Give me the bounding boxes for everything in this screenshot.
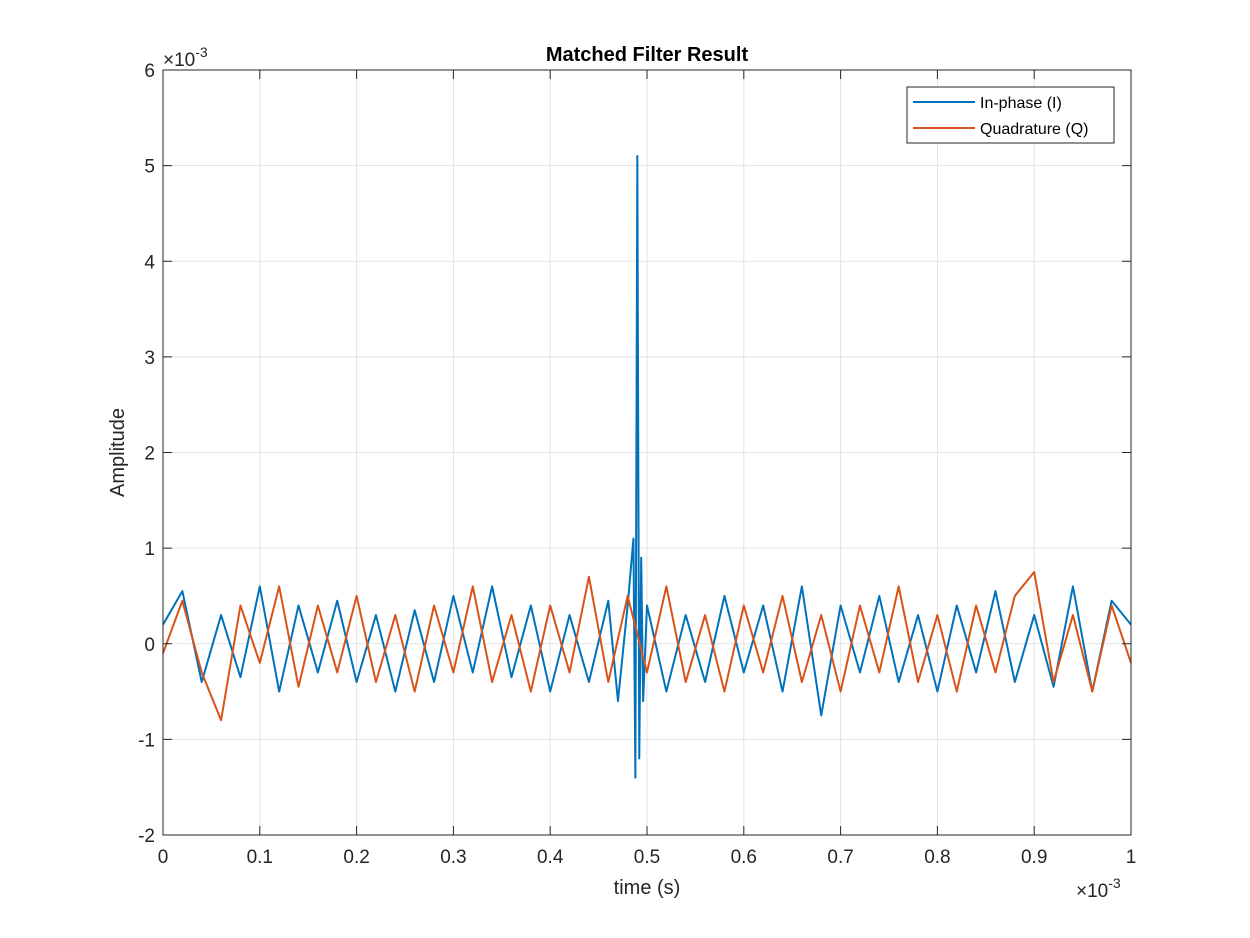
chart-title: Matched Filter Result <box>546 44 749 66</box>
y-tick-label: 0 <box>144 635 155 656</box>
x-tick-label: 0.3 <box>440 847 466 868</box>
legend-box <box>906 86 1115 144</box>
x-tick-label: 0.4 <box>537 847 564 868</box>
y-exponent-base: ×10 <box>163 50 195 71</box>
y-tick-label: -2 <box>138 826 155 847</box>
y-tick-label: 3 <box>144 348 155 369</box>
y-tick-label: 4 <box>144 252 155 273</box>
legend-label: In-phase (I) <box>980 95 1062 112</box>
ticks <box>162 69 1132 836</box>
series-line-quadrature <box>162 571 1132 722</box>
y-tick-label: 6 <box>144 61 155 82</box>
x-axis-label: time (s) <box>614 877 681 899</box>
x-tick-label: 0.7 <box>827 847 853 868</box>
y-exponent-label: ×10-3 <box>163 44 208 71</box>
y-tick-label: 1 <box>144 539 155 560</box>
series-line-in-phase <box>162 155 1132 779</box>
x-exponent-base: ×10 <box>1076 881 1108 902</box>
x-tick-label: 0.2 <box>343 847 369 868</box>
x-tick-label: 0 <box>158 847 169 868</box>
y-axis-label: Amplitude <box>107 408 129 497</box>
x-exponent-label: ×10-3 <box>1076 875 1121 902</box>
tick-labels: 0 0.1 0.2 0.3 0.4 0.5 0.6 0.7 0.8 0.9 1 -2 -1 0 1 2 3 4 5 6 <box>138 61 1136 868</box>
x-tick-label: 0.8 <box>924 847 950 868</box>
y-exponent-power: -3 <box>195 44 208 60</box>
x-tick-label: 0.1 <box>247 847 273 868</box>
legend-label: Quadrature (Q) <box>980 121 1088 138</box>
x-tick-label: 0.5 <box>634 847 660 868</box>
x-tick-label: 1 <box>1126 847 1137 868</box>
y-tick-label: 2 <box>144 444 155 465</box>
y-tick-label: 5 <box>144 157 155 178</box>
x-tick-label: 0.6 <box>731 847 757 868</box>
y-tick-label: -1 <box>138 730 155 751</box>
x-tick-label: 0.9 <box>1021 847 1047 868</box>
legend: In-phase (I) Quadrature (Q) <box>906 86 1115 144</box>
data-layer <box>162 155 1132 779</box>
x-exponent-power: -3 <box>1108 875 1121 891</box>
